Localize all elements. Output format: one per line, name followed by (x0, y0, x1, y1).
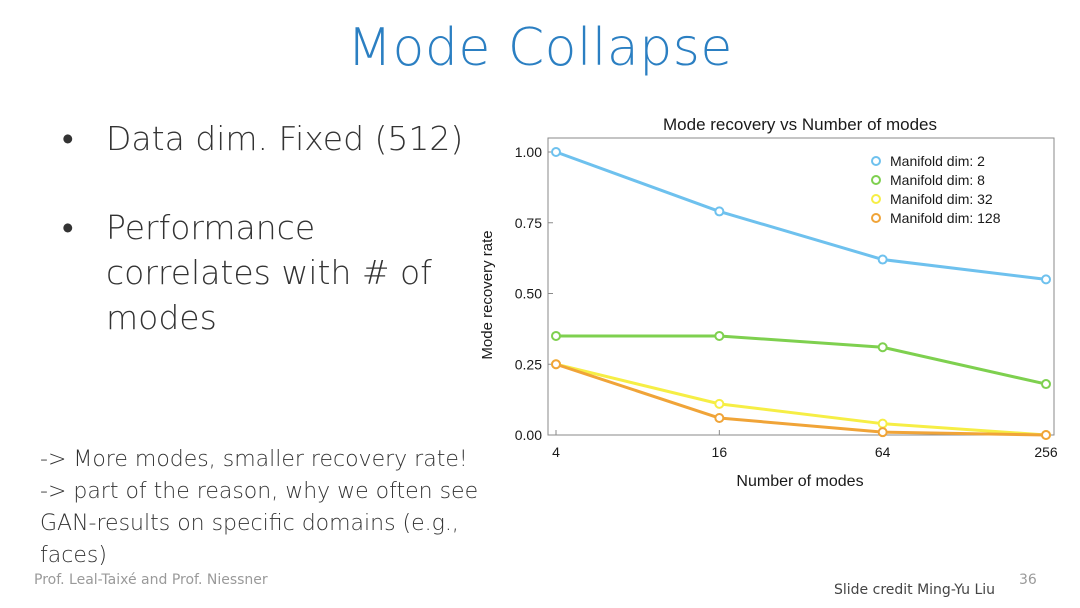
series-line (555, 362, 1047, 437)
slide-title: Mode Collapse (347, 18, 733, 78)
series-line (556, 334, 1047, 386)
data-point (1041, 274, 1051, 285)
chart-title: Mode recovery vs Number of modes (663, 115, 937, 134)
legend-marker (871, 213, 881, 223)
note-line: -> part of the reason, why we often see (40, 479, 479, 504)
data-point (1041, 430, 1051, 440)
x-tick-label: 4 (552, 444, 560, 460)
legend-label: Manifold dim: 2 (890, 153, 985, 169)
legend-label: Manifold dim: 32 (890, 191, 993, 207)
footer-credit-professors: Prof. Leal-Taixé and Prof. Niessner (34, 572, 268, 588)
legend-label: Manifold dim: 128 (890, 210, 1001, 226)
x-tick-label: 256 (1034, 444, 1058, 460)
bullet-list: • Data dim. Fixed (512) • Performance co… (62, 116, 482, 340)
plot-area (547, 137, 1055, 436)
note-line: -> More modes, smaller recovery rate! (40, 447, 468, 472)
data-point (877, 427, 888, 438)
x-axis-label: Number of modes (736, 473, 863, 490)
series-line (555, 150, 1047, 281)
note-line: faces) (40, 543, 107, 568)
page-number: 36 (1019, 572, 1037, 588)
bullet-item-performance: • Performance correlates with # of modes (62, 205, 482, 340)
y-tick-label: 0.25 (515, 356, 542, 372)
data-point (551, 359, 561, 370)
bullet-text: Data dim. Fixed (512) (106, 119, 464, 158)
data-point (551, 330, 561, 341)
footer-slide-credit: Slide credit Ming-Yu Liu (834, 582, 996, 598)
data-point (714, 413, 725, 424)
data-point (714, 330, 725, 341)
mode-recovery-chart: Mode recovery vs Number of modes 0.00 0.2… (479, 115, 1058, 490)
y-tick-label: 1.00 (515, 144, 542, 160)
legend-label: Manifold dim: 8 (890, 172, 985, 188)
data-point (714, 398, 725, 409)
note-line: GAN-results on specific domains (e.g., (40, 511, 459, 536)
data-point (551, 147, 561, 157)
legend-marker (871, 194, 881, 204)
legend-marker (871, 175, 881, 185)
data-point (877, 342, 888, 353)
legend-marker (871, 156, 881, 166)
data-point (1041, 379, 1051, 390)
series-layer (551, 147, 1051, 440)
data-point (877, 418, 888, 429)
data-point (877, 254, 888, 265)
series-line (555, 362, 1047, 437)
plot-frame (547, 137, 1055, 436)
bullet-dot-icon: • (62, 119, 74, 158)
x-tick-label: 64 (875, 444, 891, 460)
chart-axes: 0.00 0.25 0.50 0.75 1.00 4 16 64 256 (515, 144, 1058, 460)
bullet-text: Performance correlates with # of modes (106, 208, 432, 337)
y-axis-label: Mode recovery rate (479, 230, 496, 359)
bullet-item-data-dim: • Data dim. Fixed (512) (62, 116, 482, 161)
explanation-note: -> More modes, smaller recovery rate! ->… (40, 444, 540, 572)
y-tick-label: 0.00 (515, 427, 542, 443)
data-point (714, 206, 725, 217)
chart-legend: Manifold dim: 2 Manifold dim: 8 Manifold d… (871, 153, 1001, 226)
y-tick-label: 0.50 (515, 286, 542, 302)
y-tick-label: 0.75 (515, 215, 542, 231)
bullet-dot-icon: • (62, 208, 74, 247)
x-tick-label: 16 (712, 444, 728, 460)
